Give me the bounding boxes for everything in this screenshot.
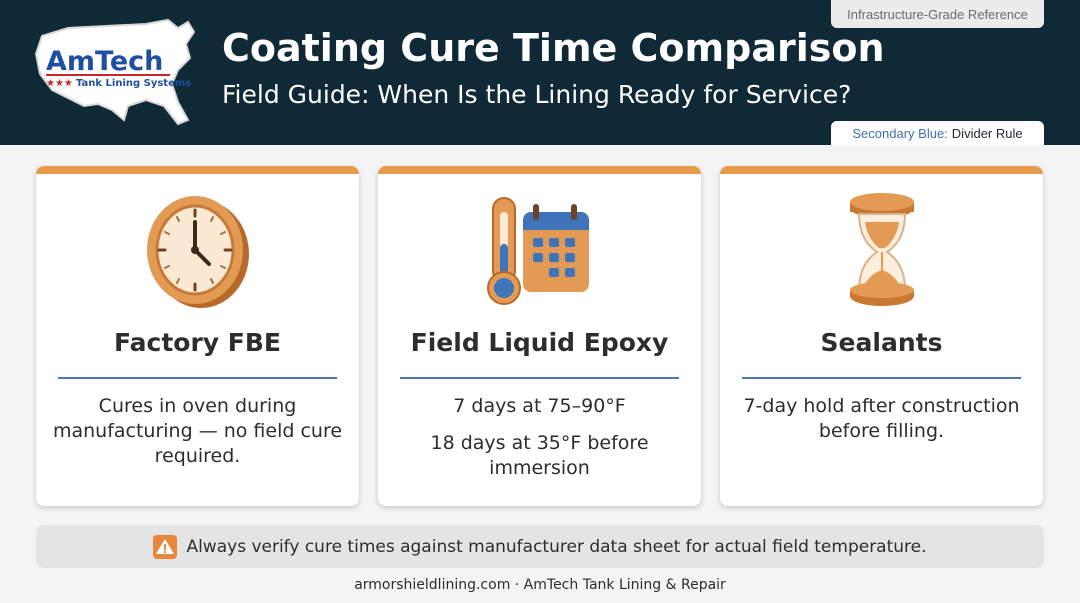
card-title: Factory FBE bbox=[114, 328, 281, 357]
card-body: Cures in oven during manufacturing — no … bbox=[52, 394, 343, 469]
amtech-logo[interactable]: AmTech ★★★ Tank Lining Systems bbox=[28, 14, 198, 132]
card-text: 7-day hold after construction before fil… bbox=[743, 395, 1020, 442]
thermometer-calendar-icon bbox=[378, 192, 701, 312]
warning-icon bbox=[153, 534, 178, 559]
badge-value: Divider Rule bbox=[951, 126, 1023, 141]
card-sealants: Sealants 7-day hold after construction b… bbox=[720, 166, 1043, 506]
card-text: Cures in oven during manufacturing — no … bbox=[52, 395, 343, 467]
page-subtitle: Field Guide: When Is the Lining Ready fo… bbox=[222, 80, 852, 109]
card-accent-bar bbox=[378, 166, 701, 174]
logo-brand-text: AmTech bbox=[46, 46, 163, 77]
card-text: 7 days at 75–90°F bbox=[453, 395, 626, 417]
usa-map-logo-icon: AmTech ★★★ Tank Lining Systems bbox=[34, 18, 196, 126]
card-body: 7 days at 75–90°F 18 days at 35°F before… bbox=[394, 394, 685, 481]
card-accent-bar bbox=[36, 166, 359, 174]
badge-label: Secondary Blue: bbox=[852, 126, 948, 141]
card-title: Field Liquid Epoxy bbox=[410, 328, 669, 357]
reference-badge: Infrastructure-Grade Reference bbox=[831, 0, 1044, 28]
hourglass-icon bbox=[720, 192, 1043, 312]
card-accent-bar bbox=[720, 166, 1043, 174]
card-factory-fbe: Factory FBE Cures in oven during manufac… bbox=[36, 166, 359, 506]
logo-stars: ★★★ bbox=[46, 78, 73, 89]
card-title: Sealants bbox=[820, 328, 943, 357]
header-banner: AmTech ★★★ Tank Lining Systems Coating C… bbox=[0, 0, 1080, 146]
card-field-liquid-epoxy: Field Liquid Epoxy 7 days at 75–90°F 18 … bbox=[378, 166, 701, 506]
card-body: 7-day hold after construction before fil… bbox=[736, 394, 1027, 444]
divider-rule bbox=[400, 377, 679, 379]
page-title: Coating Cure Time Comparison bbox=[222, 26, 885, 70]
card-text: 18 days at 35°F before immersion bbox=[430, 432, 649, 479]
footer-credit: armorshieldlining.com · AmTech Tank Lini… bbox=[354, 577, 726, 593]
clock-icon bbox=[36, 192, 359, 312]
notice-text: Always verify cure times against manufac… bbox=[186, 536, 927, 557]
logo-tagline: Tank Lining Systems bbox=[76, 78, 191, 89]
divider-rule bbox=[58, 377, 337, 379]
verification-notice: Always verify cure times against manufac… bbox=[36, 525, 1044, 568]
divider-rule bbox=[742, 377, 1021, 379]
divider-rule-badge: Secondary Blue: Divider Rule bbox=[831, 121, 1044, 146]
